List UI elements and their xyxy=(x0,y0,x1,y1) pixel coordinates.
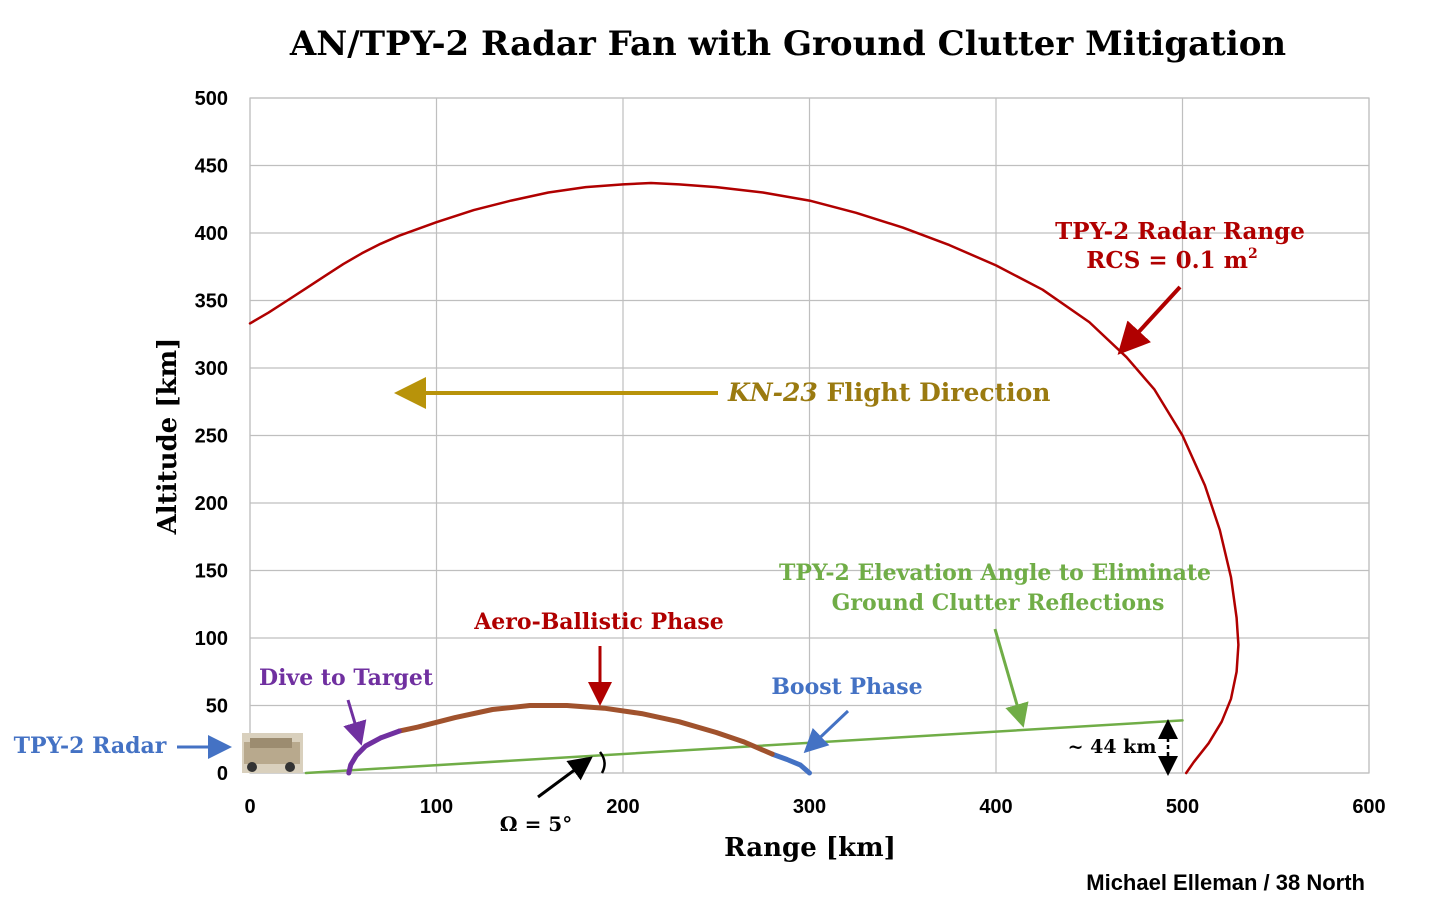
credit-text: Michael Elleman / 38 North xyxy=(1086,870,1365,895)
radar-range-label-line1: TPY-2 Radar Range xyxy=(1055,218,1305,245)
y-tick-label: 400 xyxy=(195,223,228,245)
y-tick-label: 300 xyxy=(195,358,228,380)
series-aero-ballistic xyxy=(396,703,775,757)
y-tick-label: 50 xyxy=(206,696,228,718)
x-tick-label: 200 xyxy=(606,796,639,818)
boost-arrow xyxy=(803,709,850,754)
x-tick-label: 100 xyxy=(420,796,453,818)
radar-icon xyxy=(242,733,303,773)
flight-direction-text: Flight Direction xyxy=(818,378,1051,407)
series-boost xyxy=(769,751,812,776)
series-layer xyxy=(248,181,1240,776)
y-tick-label: 500 xyxy=(195,88,228,110)
x-axis-label: Range [km] xyxy=(724,833,896,863)
y-tick-label: 150 xyxy=(195,561,228,583)
x-tick-label: 500 xyxy=(1166,796,1199,818)
series-radar-range xyxy=(248,181,1240,775)
grid xyxy=(249,97,1370,774)
radar-range-label-line2: RCS = 0.1 m2 xyxy=(1086,246,1257,274)
axis-ticks: 0 100 200 300 400 500 600 0 50 100 150 200 250 300 350… xyxy=(195,88,1386,818)
chart-title: AN/TPY-2 Radar Fan with Ground Clutter M… xyxy=(289,24,1286,64)
y-tick-label: 350 xyxy=(195,291,228,313)
omega-angle-label: Ω = 5° xyxy=(500,812,572,836)
rcs-text: RCS = 0.1 m xyxy=(1086,247,1248,274)
dive-to-target-label: Dive to Target xyxy=(259,665,434,691)
y-tick-label: 250 xyxy=(195,426,228,448)
tpy2-radar-label: TPY-2 Radar xyxy=(14,733,167,759)
y-tick-label: 200 xyxy=(195,493,228,515)
dive-arrow xyxy=(343,699,367,746)
x-tick-label: 400 xyxy=(979,796,1012,818)
rcs-superscript: 2 xyxy=(1248,246,1258,262)
x-tick-label: 600 xyxy=(1352,796,1385,818)
kn23-text: KN-23 xyxy=(727,378,818,407)
series-elevation-angle xyxy=(304,719,1184,775)
elevation-label-line2: Ground Clutter Reflections xyxy=(832,590,1165,616)
x-tick-label: 0 xyxy=(244,796,255,818)
y-tick-label: 100 xyxy=(195,628,228,650)
elevation-label-line1: TPY-2 Elevation Angle to Eliminate xyxy=(779,560,1211,586)
x-tick-label: 300 xyxy=(793,796,826,818)
aero-ballistic-label: Aero-Ballistic Phase xyxy=(473,609,724,635)
y-tick-label: 450 xyxy=(195,156,228,178)
y-axis-label: Altitude [km] xyxy=(153,338,183,536)
height-44km-label: ~ 44 km xyxy=(1068,736,1157,758)
y-tick-label: 0 xyxy=(217,763,228,785)
flight-direction-label: KN-23 Flight Direction xyxy=(727,378,1050,407)
angle-arc xyxy=(598,751,606,774)
series-dive xyxy=(346,728,402,776)
radar-range-arrow xyxy=(1117,285,1182,355)
omega-arrow xyxy=(537,756,593,799)
elevation-arrow xyxy=(993,628,1029,728)
boost-phase-label: Boost Phase xyxy=(771,674,922,700)
